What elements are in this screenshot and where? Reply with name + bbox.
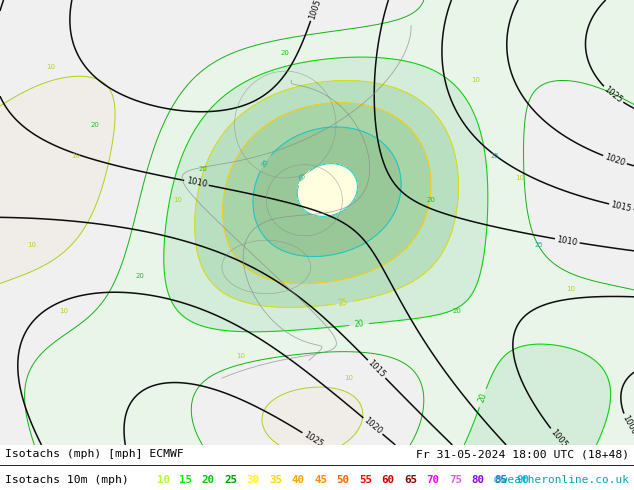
Text: 10: 10 <box>27 242 36 248</box>
Text: 1010: 1010 <box>185 176 208 189</box>
Text: 1000: 1000 <box>620 414 634 436</box>
Text: 50: 50 <box>337 475 350 485</box>
Text: 10: 10 <box>471 77 480 83</box>
Text: 1020: 1020 <box>362 416 384 436</box>
Text: 15: 15 <box>179 475 192 485</box>
Text: 30: 30 <box>247 475 260 485</box>
Text: 20: 20 <box>354 319 365 329</box>
Text: 10: 10 <box>72 153 81 159</box>
Text: 40: 40 <box>292 475 305 485</box>
Text: 10: 10 <box>344 375 353 381</box>
Text: ©weatheronline.co.uk: ©weatheronline.co.uk <box>494 475 629 485</box>
Text: 35: 35 <box>269 475 282 485</box>
Text: 25: 25 <box>338 297 349 308</box>
Text: Fr 31-05-2024 18:00 UTC (18+48): Fr 31-05-2024 18:00 UTC (18+48) <box>416 449 629 460</box>
Text: 40: 40 <box>298 172 308 183</box>
Text: 25: 25 <box>224 475 237 485</box>
Text: 75: 75 <box>449 475 462 485</box>
Text: 55: 55 <box>359 475 372 485</box>
Text: 20: 20 <box>427 197 436 203</box>
Text: 10: 10 <box>236 353 245 359</box>
Text: 1015: 1015 <box>610 200 633 213</box>
Text: 20: 20 <box>198 166 207 172</box>
Text: 1005: 1005 <box>548 427 569 449</box>
Text: 25: 25 <box>534 242 543 248</box>
Text: 10: 10 <box>59 308 68 315</box>
Text: 20: 20 <box>452 308 461 315</box>
Text: 1005: 1005 <box>307 0 322 21</box>
Text: 1020: 1020 <box>604 152 626 168</box>
Text: 85: 85 <box>495 475 507 485</box>
Text: 10: 10 <box>515 175 524 181</box>
Text: 10: 10 <box>157 475 170 485</box>
Text: 25: 25 <box>490 153 499 159</box>
Text: 60: 60 <box>382 475 395 485</box>
Text: 70: 70 <box>427 475 440 485</box>
Text: 20: 20 <box>135 273 144 279</box>
Text: 90: 90 <box>517 475 530 485</box>
Text: 20: 20 <box>477 392 489 404</box>
Text: 1015: 1015 <box>366 359 387 380</box>
Text: 20: 20 <box>281 50 290 56</box>
Text: 10: 10 <box>566 286 575 292</box>
Text: 65: 65 <box>404 475 417 485</box>
Text: Isotachs (mph) [mph] ECMWF: Isotachs (mph) [mph] ECMWF <box>5 449 184 460</box>
Text: 35: 35 <box>261 157 270 168</box>
Text: 10: 10 <box>46 64 55 70</box>
Text: 45: 45 <box>314 475 327 485</box>
Text: 20: 20 <box>202 475 215 485</box>
Text: Isotachs 10m (mph): Isotachs 10m (mph) <box>5 475 129 485</box>
Text: 10: 10 <box>173 197 182 203</box>
Text: 1025: 1025 <box>302 430 325 449</box>
Text: 1025: 1025 <box>602 85 624 105</box>
Text: 1010: 1010 <box>556 235 578 247</box>
Text: 20: 20 <box>91 122 100 127</box>
Text: 80: 80 <box>472 475 485 485</box>
